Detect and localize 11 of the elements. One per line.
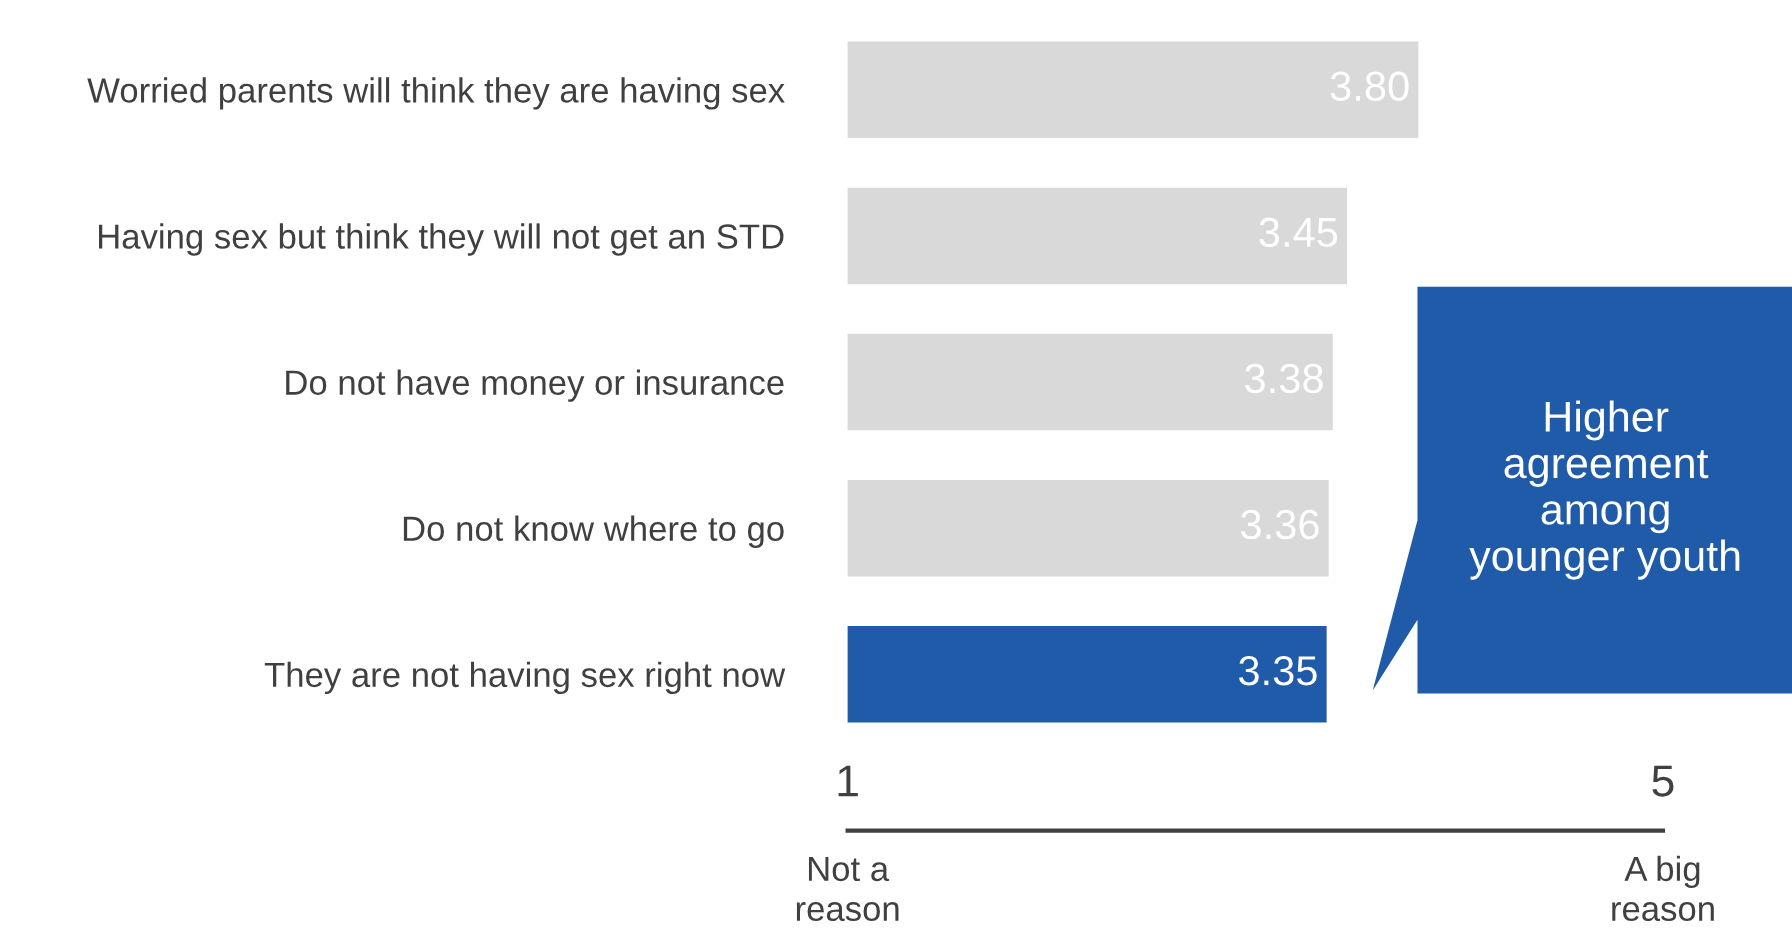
- x-tick-label: 5: [1652, 765, 1674, 797]
- y-tick-label: They are not having sex right now: [264, 661, 786, 695]
- y-tick-label: Do not know where to go: [403, 515, 784, 548]
- text: Not a reason: [796, 856, 899, 922]
- data-label: 3.35: [1238, 655, 1317, 686]
- text: A big reason: [1612, 855, 1714, 922]
- y-tick-label: Worried parents will think they are having sex: [87, 77, 785, 110]
- annotation: Higher agreement among younger youth: [1469, 400, 1740, 580]
- y-tick-label: Do not have money or insurance: [286, 369, 784, 402]
- x-tick-label: 1: [838, 765, 858, 797]
- y-tick-label: Having sex but think they will not get an STD: [99, 223, 784, 256]
